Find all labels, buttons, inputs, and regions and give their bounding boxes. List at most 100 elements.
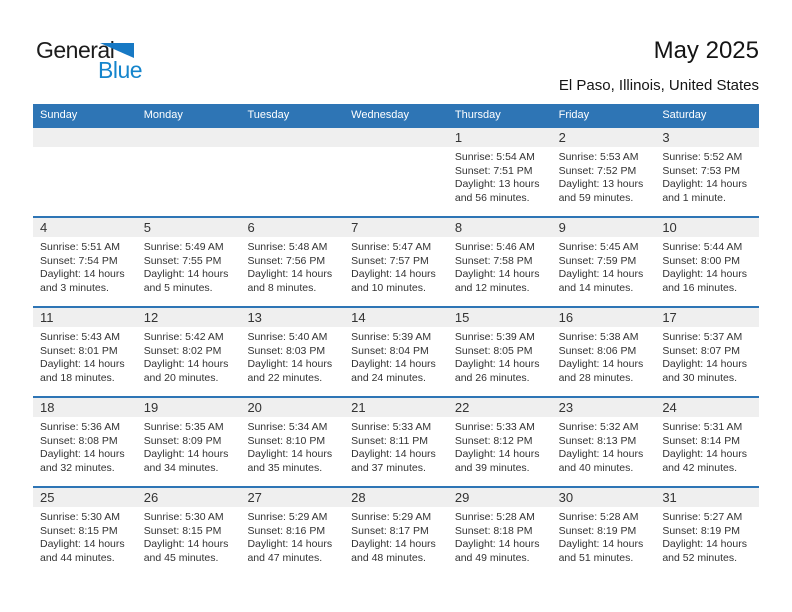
day-number: 27 [240,488,345,507]
day-info: Sunrise: 5:36 AM Sunset: 8:08 PM Daylight:… [33,417,137,475]
weekday-header-row: Sunday Monday Tuesday Wednesday Thursday Frid… [33,104,759,126]
day-number: 28 [344,488,448,507]
daylight-text: Daylight: 14 hours and 3 minutes. [40,268,125,294]
day-info: Sunrise: 5:33 AM Sunset: 8:11 PM Daylight:… [344,417,448,475]
day-number: 13 [240,308,345,327]
logo-triangle-icon [100,43,134,58]
day-number: 1 [447,128,552,147]
day-number: 14 [344,308,448,327]
day-info: Sunrise: 5:52 AM Sunset: 7:53 PM Daylight:… [655,147,759,205]
sunrise-text: Sunrise: 5:43 AM [40,331,120,343]
daylight-text: Daylight: 14 hours and 37 minutes. [351,448,436,474]
daylight-text: Daylight: 14 hours and 18 minutes. [40,358,125,384]
sunrise-text: Sunrise: 5:32 AM [558,421,639,433]
day-info: Sunrise: 5:51 AM Sunset: 7:54 PM Daylight:… [33,237,137,295]
daylight-text: Daylight: 14 hours and 39 minutes. [454,448,540,474]
sunrise-text: Sunrise: 5:54 AM [454,151,535,163]
sunrise-text: Sunrise: 5:42 AM [143,331,224,343]
day-cell-empty [136,128,241,216]
week-row: 18 Sunrise: 5:36 AM Sunset: 8:08 PM Dayligh… [33,396,760,486]
daylight-text: Daylight: 14 hours and 10 minutes. [351,268,436,294]
sunrise-text: Sunrise: 5:40 AM [247,331,328,343]
sunset-text: Sunset: 8:16 PM [247,524,326,537]
day-info: Sunrise: 5:44 AM Sunset: 8:00 PM Daylight:… [655,237,759,295]
day-info: Sunrise: 5:38 AM Sunset: 8:06 PM Daylight:… [552,327,656,385]
day-cell-16: 16 Sunrise: 5:38 AM Sunset: 8:06 PM Dayligh… [551,308,656,396]
day-cell-3: 3 Sunrise: 5:52 AM Sunset: 7:53 PM Daylight… [655,128,760,216]
day-cell-4: 4 Sunrise: 5:51 AM Sunset: 7:54 PM Daylight… [33,218,137,306]
sunset-text: Sunset: 8:14 PM [662,434,740,447]
day-cell-5: 5 Sunrise: 5:49 AM Sunset: 7:55 PM Daylight… [136,218,241,306]
sunrise-text: Sunrise: 5:29 AM [351,511,432,523]
daylight-text: Daylight: 14 hours and 12 minutes. [454,268,540,294]
day-cell-empty [33,128,137,216]
day-number: 3 [655,128,760,147]
sunset-text: Sunset: 7:57 PM [351,254,429,267]
day-number: 25 [33,488,137,507]
weekday-header-thursday: Thursday [454,109,501,121]
day-info: Sunrise: 5:49 AM Sunset: 7:55 PM Daylight:… [137,237,241,295]
daylight-text: Daylight: 13 hours and 59 minutes. [558,178,644,204]
sunrise-text: Sunrise: 5:44 AM [662,241,743,253]
day-number: 2 [551,128,656,147]
day-cell-7: 7 Sunrise: 5:47 AM Sunset: 7:57 PM Daylight… [344,218,448,306]
day-number: 20 [240,398,345,417]
day-cell-11: 11 Sunrise: 5:43 AM Sunset: 8:01 PM Dayligh… [33,308,137,396]
day-number: 23 [551,398,656,417]
day-number: 5 [136,218,241,237]
sunrise-text: Sunrise: 5:47 AM [351,241,432,253]
day-cell-18: 18 Sunrise: 5:36 AM Sunset: 8:08 PM Dayligh… [33,398,137,486]
day-info: Sunrise: 5:27 AM Sunset: 8:19 PM Daylight:… [655,507,759,565]
day-cell-20: 20 Sunrise: 5:34 AM Sunset: 8:10 PM Dayligh… [240,398,345,486]
day-info: Sunrise: 5:39 AM Sunset: 8:05 PM Daylight:… [448,327,552,385]
sunrise-text: Sunrise: 5:34 AM [247,421,328,433]
daylight-text: Daylight: 13 hours and 56 minutes. [454,178,540,204]
day-number-empty [136,128,241,147]
week-row: 1 Sunrise: 5:54 AM Sunset: 7:51 PM Daylight… [33,126,760,216]
day-cell-8: 8 Sunrise: 5:46 AM Sunset: 7:58 PM Daylight… [447,218,552,306]
day-info: Sunrise: 5:29 AM Sunset: 8:16 PM Daylight:… [240,507,344,565]
sunrise-text: Sunrise: 5:39 AM [454,331,535,343]
sunset-text: Sunset: 8:19 PM [662,524,740,537]
day-number: 8 [447,218,552,237]
daylight-text: Daylight: 14 hours and 24 minutes. [351,358,436,384]
day-info: Sunrise: 5:32 AM Sunset: 8:13 PM Daylight:… [552,417,656,475]
day-info: Sunrise: 5:29 AM Sunset: 8:17 PM Daylight:… [344,507,448,565]
page-subtitle: El Paso, Illinois, United States [558,77,759,94]
logo-text-general: General [36,37,115,63]
daylight-text: Daylight: 14 hours and 49 minutes. [454,538,540,564]
daylight-text: Daylight: 14 hours and 16 minutes. [662,268,747,294]
day-number: 16 [551,308,656,327]
sunset-text: Sunset: 7:59 PM [558,254,637,267]
sunrise-text: Sunrise: 5:46 AM [454,241,535,253]
daylight-text: Daylight: 14 hours and 48 minutes. [351,538,436,564]
sunset-text: Sunset: 8:19 PM [558,524,637,537]
day-cell-6: 6 Sunrise: 5:48 AM Sunset: 7:56 PM Daylight… [240,218,345,306]
day-number: 22 [447,398,552,417]
daylight-text: Daylight: 14 hours and 30 minutes. [662,358,747,384]
day-info: Sunrise: 5:37 AM Sunset: 8:07 PM Daylight:… [655,327,759,385]
day-cell-30: 30 Sunrise: 5:28 AM Sunset: 8:19 PM Dayligh… [551,488,656,576]
day-cell-19: 19 Sunrise: 5:35 AM Sunset: 8:09 PM Dayligh… [136,398,241,486]
day-cell-26: 26 Sunrise: 5:30 AM Sunset: 8:15 PM Dayligh… [136,488,241,576]
day-number-empty [344,128,448,147]
day-info: Sunrise: 5:28 AM Sunset: 8:19 PM Daylight:… [552,507,656,565]
sunset-text: Sunset: 8:11 PM [351,434,429,447]
day-cell-1: 1 Sunrise: 5:54 AM Sunset: 7:51 PM Daylight… [447,128,552,216]
day-number: 10 [655,218,760,237]
sunrise-text: Sunrise: 5:31 AM [662,421,743,433]
sunrise-text: Sunrise: 5:29 AM [247,511,328,523]
day-number: 6 [240,218,345,237]
day-cell-28: 28 Sunrise: 5:29 AM Sunset: 8:17 PM Dayligh… [344,488,448,576]
day-info: Sunrise: 5:54 AM Sunset: 7:51 PM Daylight:… [448,147,552,205]
sunrise-text: Sunrise: 5:52 AM [662,151,743,163]
daylight-text: Daylight: 14 hours and 26 minutes. [454,358,540,384]
sunset-text: Sunset: 8:05 PM [454,344,533,357]
day-info: Sunrise: 5:28 AM Sunset: 8:18 PM Daylight:… [448,507,552,565]
day-info: Sunrise: 5:34 AM Sunset: 8:10 PM Daylight:… [240,417,344,475]
sunset-text: Sunset: 8:10 PM [247,434,326,447]
day-cell-23: 23 Sunrise: 5:32 AM Sunset: 8:13 PM Dayligh… [551,398,656,486]
weekday-header-wednesday: Wednesday [351,109,410,121]
weekday-header-friday: Friday [558,109,590,121]
day-cell-15: 15 Sunrise: 5:39 AM Sunset: 8:05 PM Dayligh… [447,308,552,396]
